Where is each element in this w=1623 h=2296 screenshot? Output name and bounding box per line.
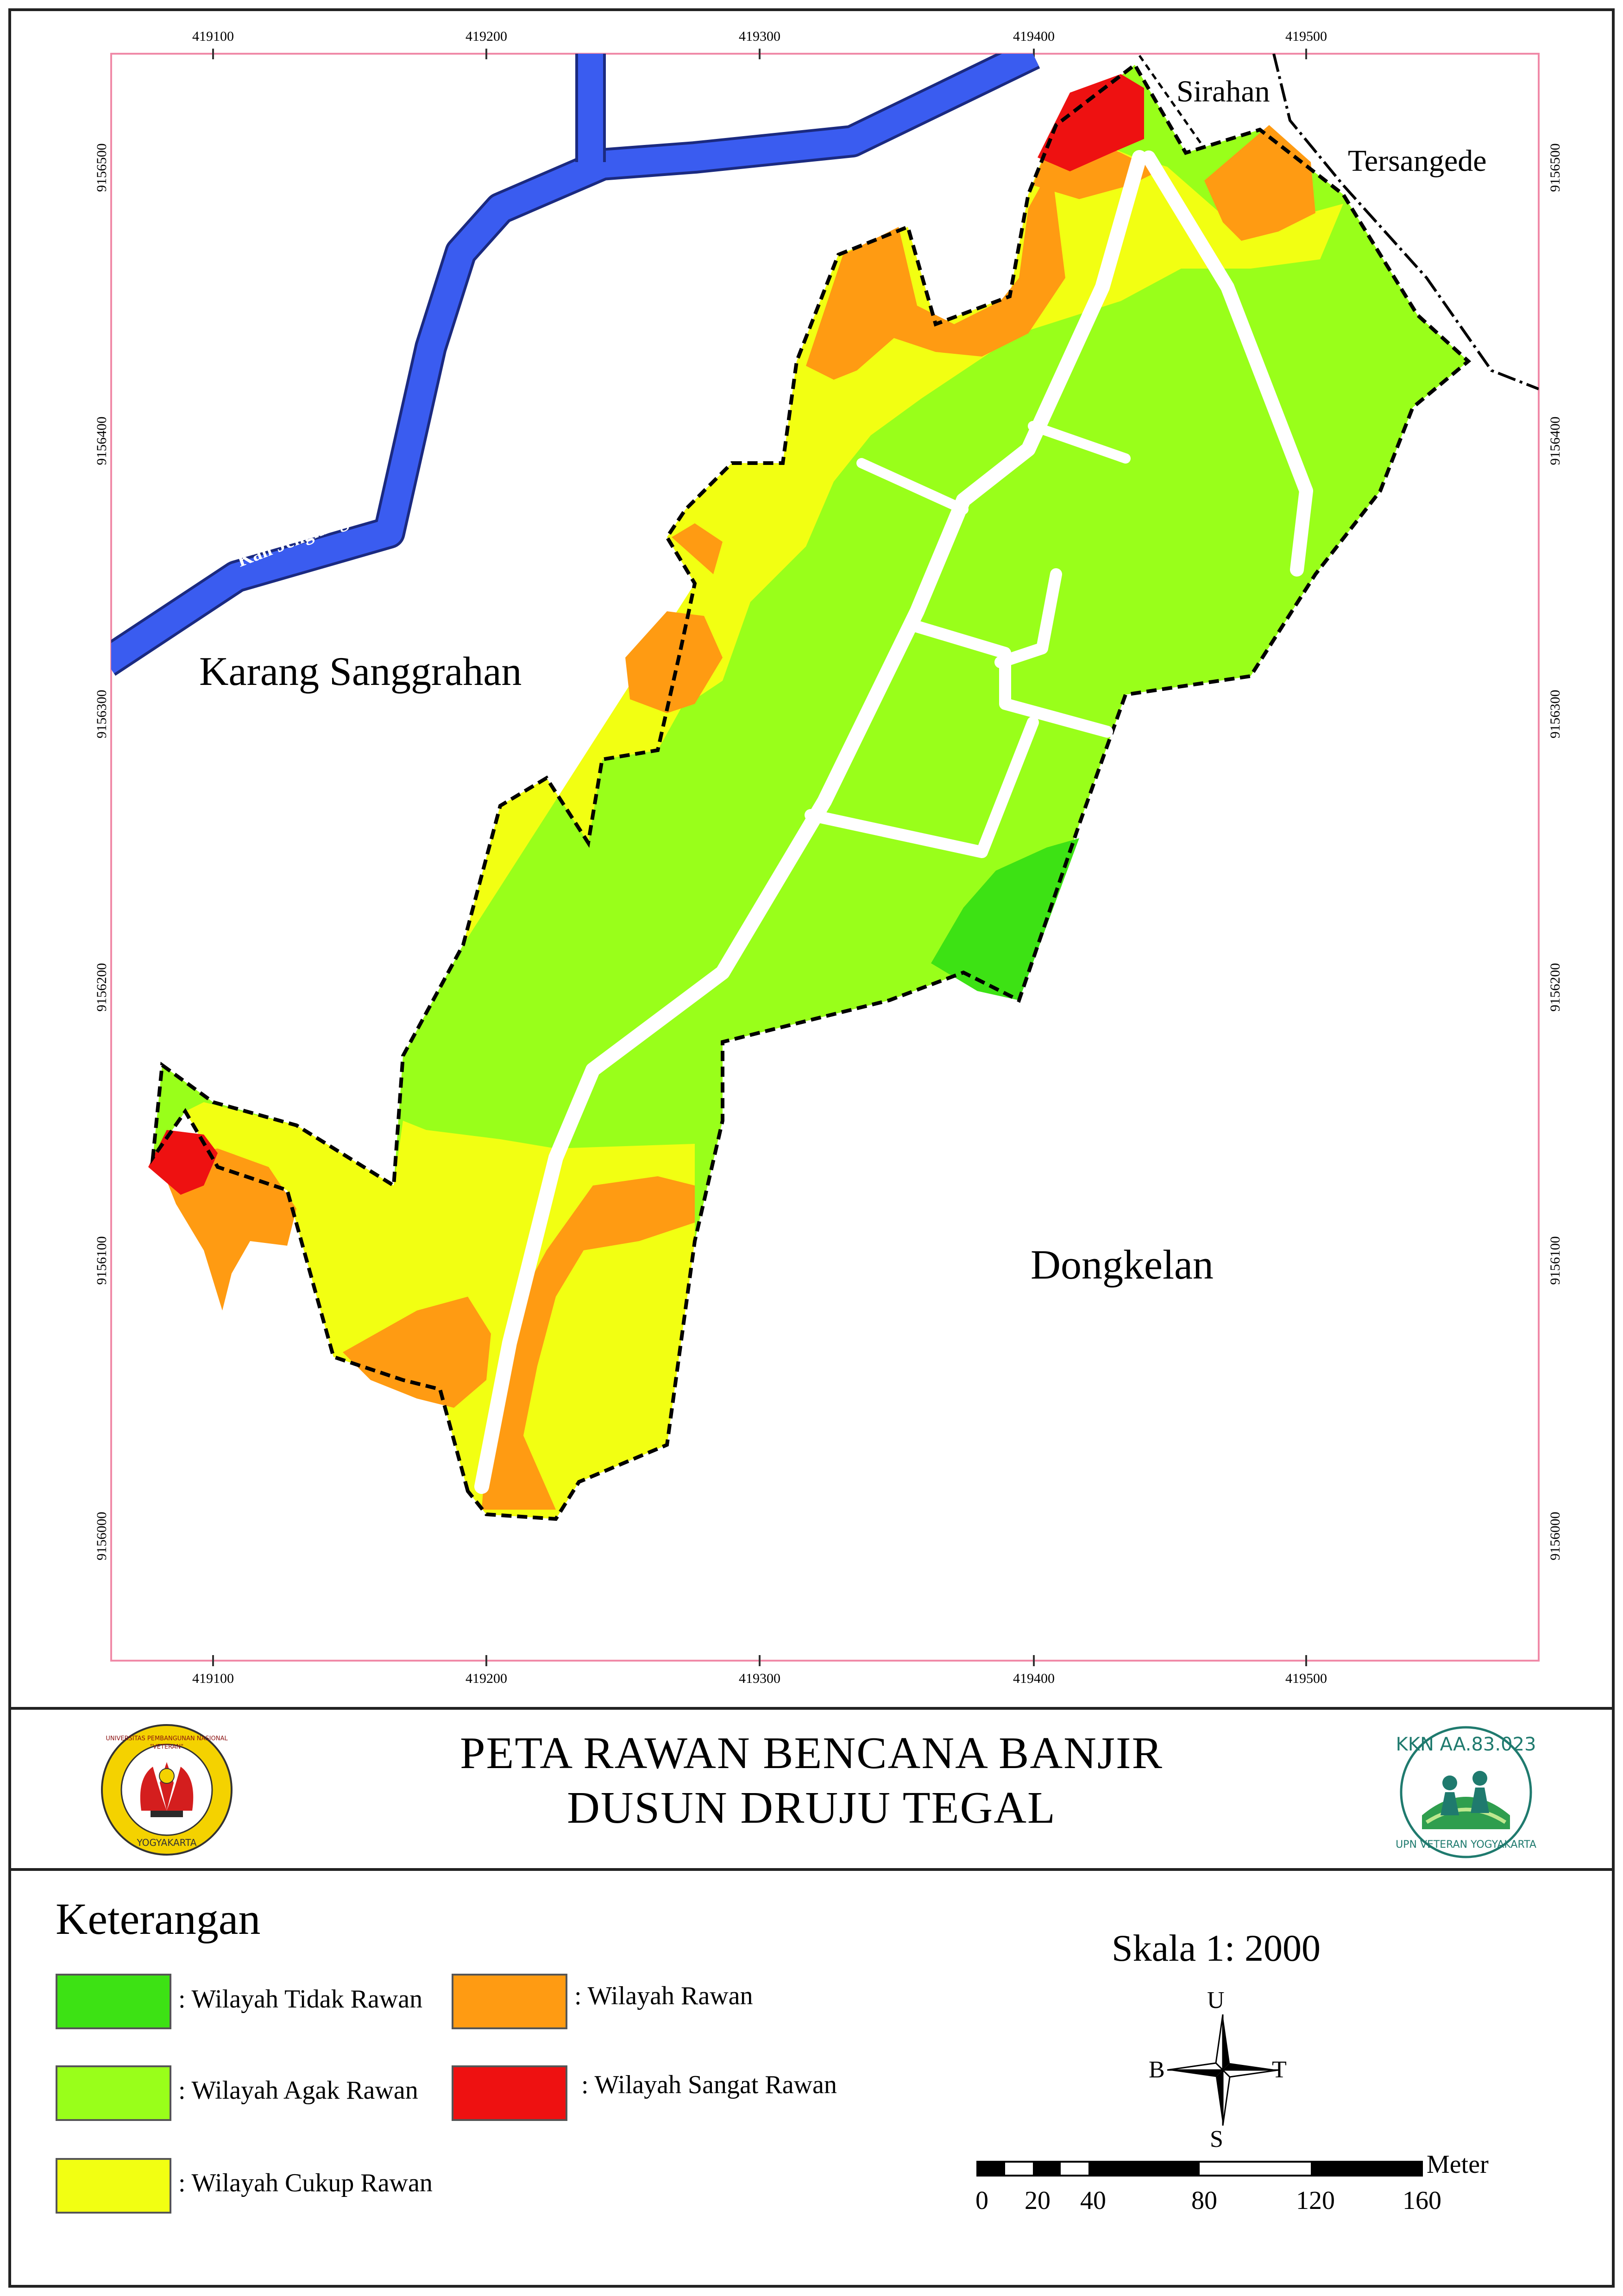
- grid-x-4-bottom: 419400: [1013, 1671, 1055, 1686]
- scale-tick-20: 20: [1025, 2186, 1051, 2215]
- legend-label-cukup-rawan: : Wilayah Cukup Rawan: [178, 2169, 433, 2197]
- kkn-logo-code: KKN AA.83.023: [1396, 1734, 1536, 1755]
- upn-logo-text-bottom: YOGYAKARTA: [137, 1837, 197, 1848]
- compass-east-label: T: [1272, 2057, 1287, 2083]
- upn-logo-text-top: UNIVERSITAS PEMBANGUNAN NASIONAL: [106, 1735, 228, 1742]
- legend-swatch-sangat-rawan: [452, 2065, 567, 2121]
- legend-label-tidak-rawan: : Wilayah Tidak Rawan: [178, 1985, 423, 2014]
- compass-west-label: B: [1149, 2057, 1165, 2083]
- legend-title: Keterangan: [56, 1894, 261, 1944]
- grid-ticks: [212, 49, 1307, 1666]
- grid-x-2: 419200: [466, 29, 507, 44]
- compass-rose-icon: [1167, 2014, 1279, 2126]
- scale-unit: Meter: [1427, 2150, 1489, 2179]
- label-sirahan: Sirahan: [1176, 75, 1270, 108]
- legend-label-rawan: : Wilayah Rawan: [574, 1982, 753, 2010]
- grid-x-5: 419500: [1285, 29, 1327, 44]
- scale-tick-160: 160: [1403, 2186, 1441, 2215]
- dusun-boundary: [150, 62, 1472, 1521]
- map-title-line2: DUSUN DRUJU TEGAL: [567, 1783, 1056, 1833]
- legend-swatch-rawan: [452, 1974, 567, 2029]
- legend-label-agak-rawan: : Wilayah Agak Rawan: [178, 2076, 418, 2105]
- grid-x-3: 419300: [739, 29, 780, 44]
- legend-swatch-tidak-rawan: [56, 1974, 171, 2029]
- divider-map-title: [8, 1707, 1615, 1710]
- grid-x-5-bottom: 419500: [1285, 1671, 1327, 1686]
- roads: [474, 150, 1313, 1494]
- zone-sangat-rawan: [148, 74, 1144, 1195]
- grid-x-1: 419100: [192, 29, 234, 44]
- upn-logo-icon: UNIVERSITAS PEMBANGUNAN NASIONAL "VETERA…: [101, 1724, 233, 1856]
- boundary-tersangede: [1272, 54, 1539, 390]
- kkn-logo-icon: KKN AA.83.023 UPN VETERAN YOGYAKARTA: [1396, 1726, 1536, 1858]
- compass-north-label: U: [1207, 1987, 1225, 2014]
- scale-bar: [976, 2161, 1423, 2177]
- kkn-logo-university: UPN VETERAN YOGYAKARTA: [1396, 1839, 1536, 1851]
- label-karang-sanggrahan: Karang Sanggrahan: [199, 649, 522, 694]
- grid-x-4: 419400: [1013, 29, 1055, 44]
- label-dongkelan: Dongkelan: [1031, 1242, 1214, 1288]
- legend-label-sangat-rawan: : Wilayah Sangat Rawan: [581, 2070, 837, 2099]
- legend-swatch-agak-rawan: [56, 2065, 171, 2121]
- compass-south-label: S: [1210, 2126, 1223, 2152]
- zone-tidak-rawan: [931, 838, 1079, 1000]
- scale-tick-80: 80: [1191, 2186, 1217, 2215]
- legend-swatch-cukup-rawan: [56, 2158, 171, 2214]
- grid-x-3-bottom: 419300: [739, 1671, 780, 1686]
- scale-label: Skala 1: 2000: [1112, 1927, 1321, 1969]
- divider-title-legend: [8, 1868, 1615, 1871]
- scale-tick-40: 40: [1080, 2186, 1106, 2215]
- grid-x-1-bottom: 419100: [192, 1671, 234, 1686]
- page-border: [8, 8, 1615, 2288]
- map-title-line1: PETA RAWAN BENCANA BANJIR: [459, 1728, 1164, 1778]
- scale-tick-120: 120: [1296, 2186, 1335, 2215]
- grid-x-2-bottom: 419200: [466, 1671, 507, 1686]
- scale-tick-0: 0: [975, 2186, 988, 2215]
- upn-logo-text-mid: "VETERAN": [150, 1744, 183, 1750]
- label-tersangede: Tersangede: [1348, 144, 1487, 178]
